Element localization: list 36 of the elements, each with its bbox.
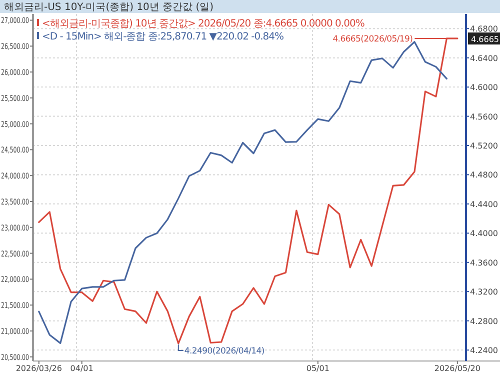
legend-label: <D - 15Min> 해외-종합 종:25,870.71 ▼220.02 -0.84% [42, 32, 284, 42]
y-tick-label: 21,000.00 [1, 326, 42, 336]
y2-tick-label: 4.6000 [470, 83, 498, 92]
x-tick-label: 2026/05/20 [434, 364, 480, 372]
y-tick-label: 20,500.00 [1, 352, 42, 362]
y2-tick-label: 4.3200 [470, 288, 498, 297]
y-tick-label: 27,000.00 [1, 16, 42, 26]
x-tick-label: 2026/03/26 [16, 364, 62, 372]
annotation: 4.6665(2026/05/19) [332, 34, 413, 44]
y-tick-label: 23,000.00 [1, 223, 42, 232]
annotation: 4.2490(2026/04/14) [184, 346, 264, 356]
y2-tick-label: 4.5600 [470, 112, 498, 122]
chart-title: 해외금리-US 10Y-미국(종합) 10년 중간값 (일) [4, 2, 214, 13]
y-tick-label: 25,500.00 [1, 94, 42, 103]
x-tick-label: 05/01 [306, 364, 330, 372]
text: 4.6665 [471, 34, 499, 44]
x-tick-label: 04/01 [70, 364, 94, 372]
y2-tick-label: 4.6400 [470, 54, 498, 63]
y2-tick-label: 4.4400 [470, 200, 498, 209]
y2-tick-label: 4.5200 [470, 141, 498, 150]
y2-tick-label: 4.3600 [470, 258, 498, 268]
y-tick-label: 26,500.00 [1, 42, 42, 52]
y-tick-label: 22,500.00 [1, 249, 42, 258]
y2-tick-label: 4.6800 [470, 24, 498, 34]
y-tick-label: 24,500.00 [1, 146, 42, 155]
y-tick-label: 26,000.00 [1, 68, 42, 78]
y2-tick-label: 4.2800 [470, 316, 498, 326]
legend-label: <해외금리-미국종합) 10년 중간값> 2026/05/20 종:4.6665 0.0000 0.00% [42, 18, 364, 30]
y-tick-label: 22,000.00 [1, 275, 42, 284]
y2-tick-label: 4.2400 [470, 346, 498, 356]
y-tick-label: 24,000.00 [1, 172, 42, 181]
y-tick-label: 23,500.00 [1, 197, 42, 206]
y2-tick-label: 4.4000 [470, 229, 498, 238]
y-tick-label: 25,000.00 [1, 120, 42, 129]
y2-tick-label: 4.4800 [470, 170, 498, 180]
y-tick-label: 21,500.00 [1, 301, 42, 310]
